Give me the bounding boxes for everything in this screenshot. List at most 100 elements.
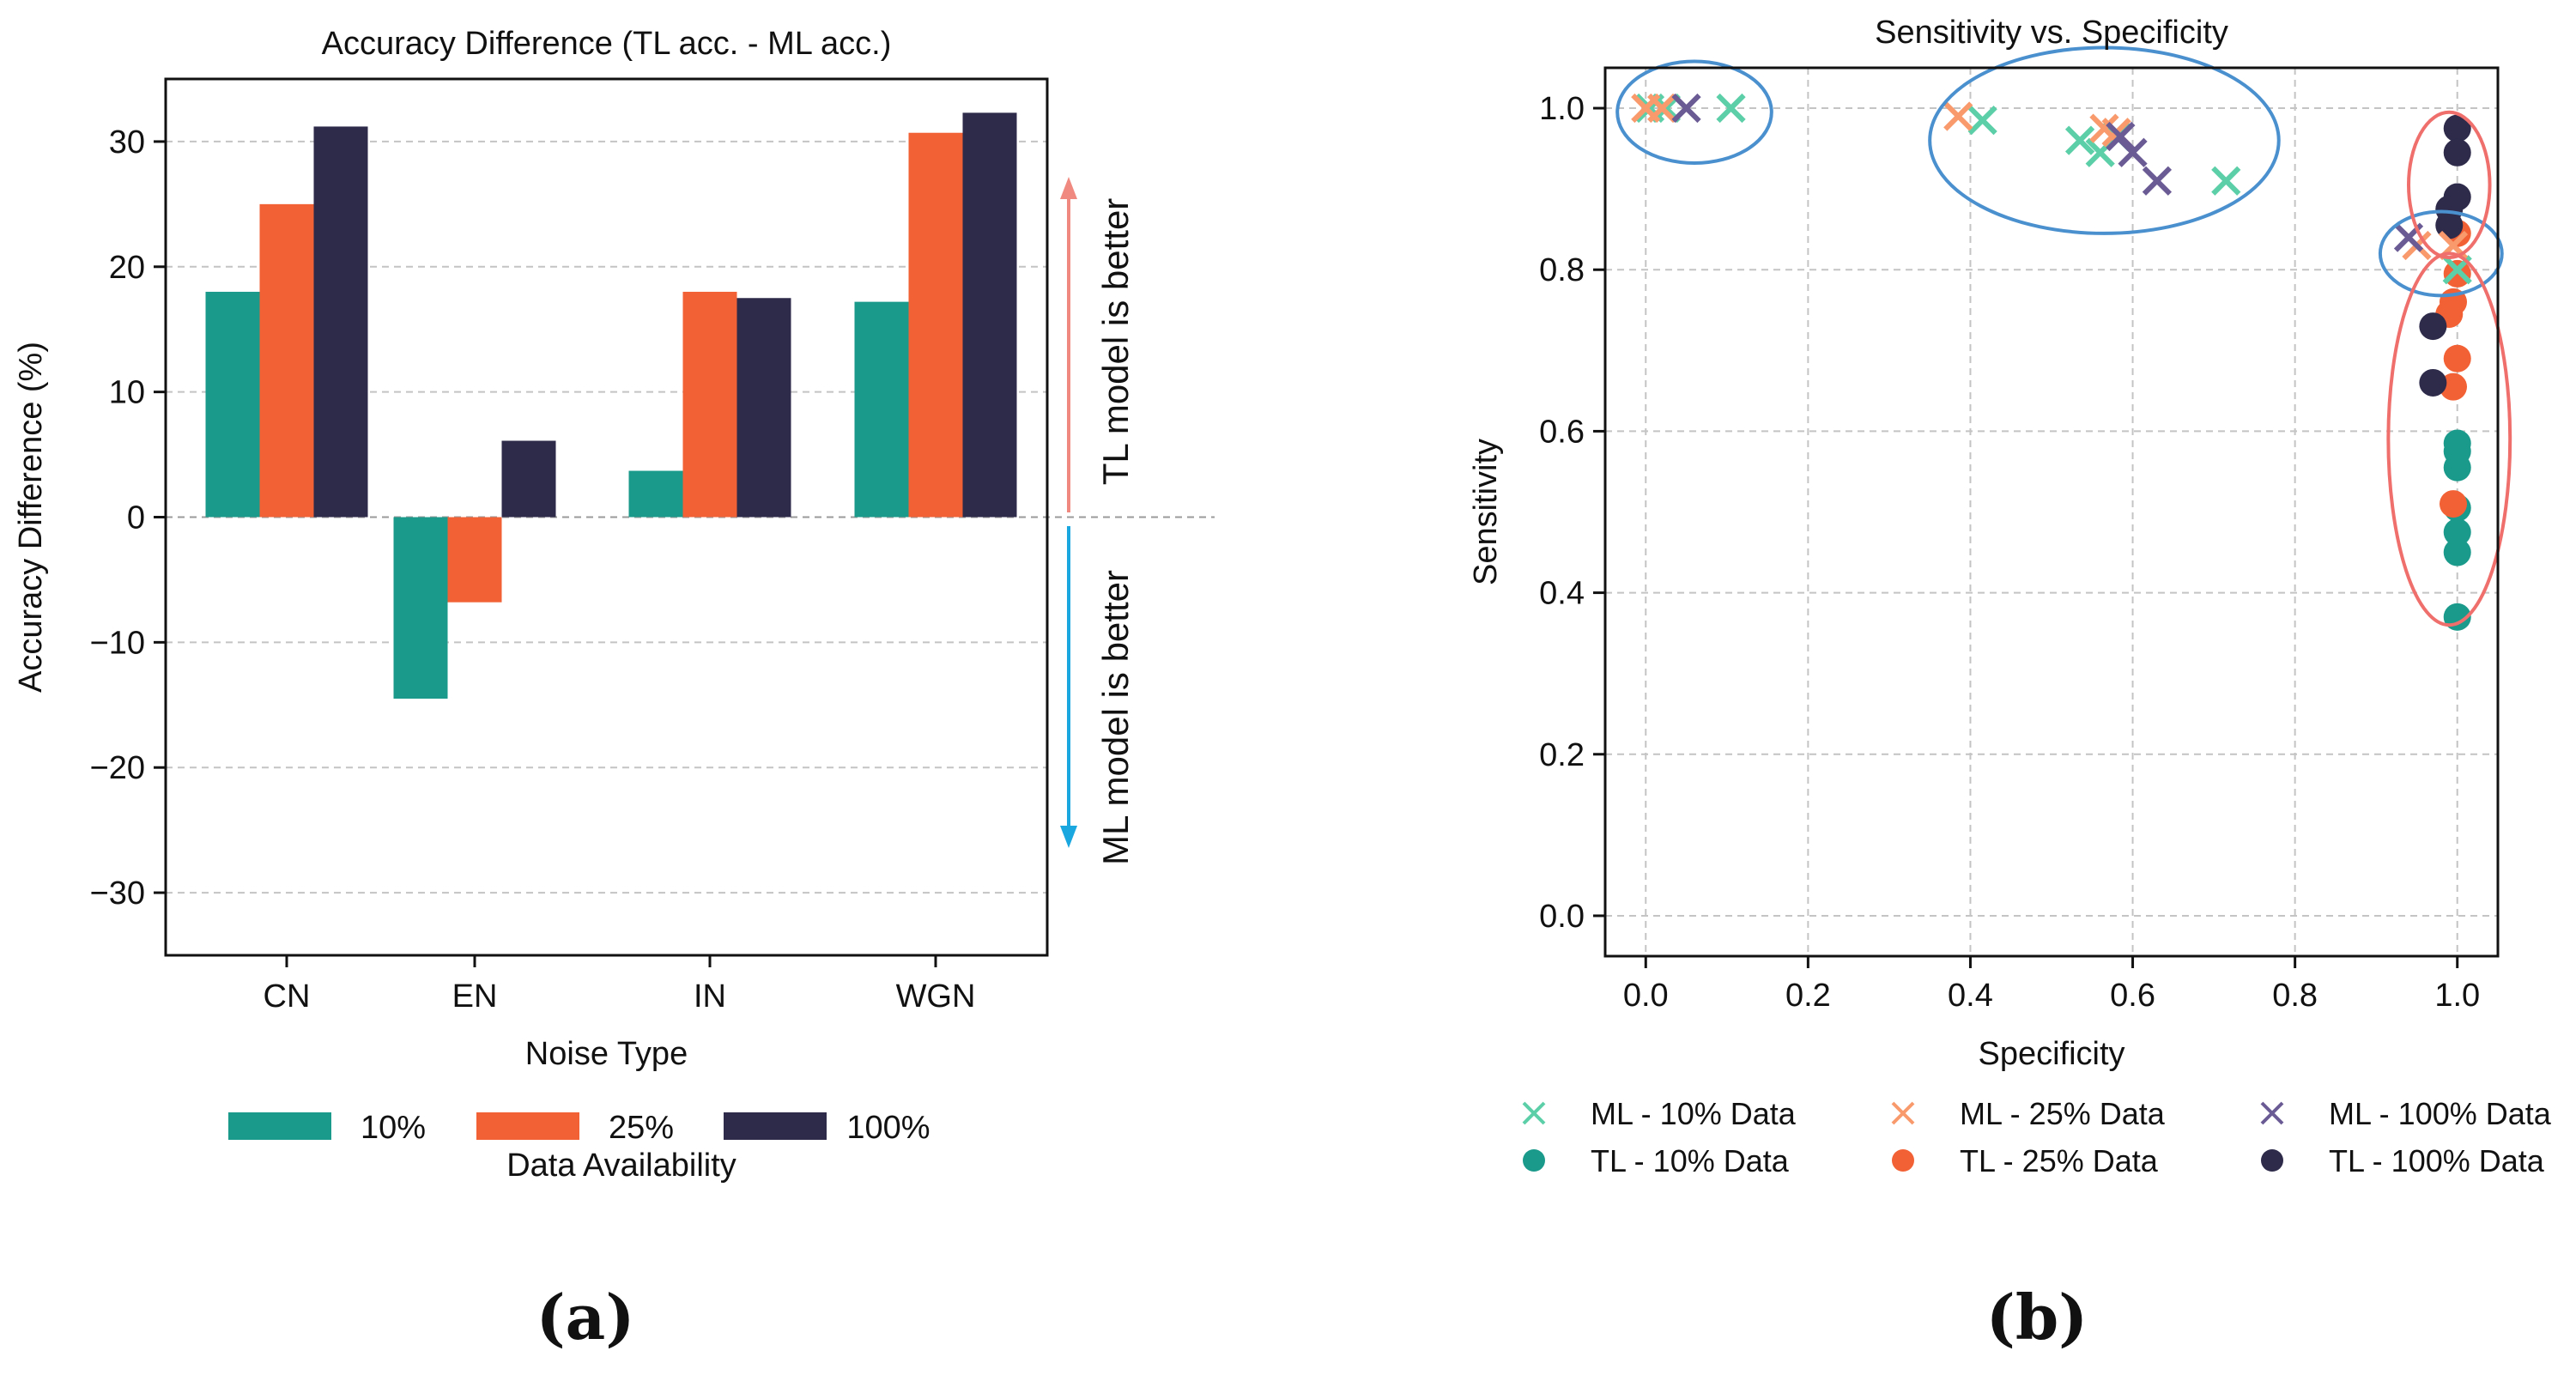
b-y-tick-label: 0.4: [1539, 576, 1585, 612]
b-x-tick-label: 0.2: [1785, 978, 1831, 1014]
tl-point: [2443, 538, 2471, 566]
tl-better-arrow-head: [1060, 177, 1077, 199]
a-x-tick-label: EN: [452, 978, 498, 1015]
bar-wgn-25pct: [908, 132, 963, 518]
a-y-tick-label: −10: [90, 625, 145, 661]
tl-group-ellipse: [2386, 251, 2512, 627]
b-legend-label: TL - 25% Data: [1960, 1143, 2159, 1178]
b-x-tick-label: 0.8: [2272, 978, 2318, 1014]
a-bars: [205, 112, 1017, 699]
bar-en-25pct: [447, 517, 502, 603]
a-y-axis-label: Accuracy Difference (%): [13, 342, 49, 693]
b-x-tick-label: 0.0: [1623, 978, 1669, 1014]
ml-point: [2118, 137, 2148, 167]
b-legend-label: ML - 100% Data: [2329, 1096, 2552, 1131]
b-x-ticks: 0.0 0.2 0.4 0.6 0.8 1.0: [1623, 956, 2480, 1014]
a-y-tick-label: 30: [109, 124, 145, 161]
tl-point: [2443, 344, 2471, 373]
caption-b: (b): [1986, 1281, 2088, 1354]
ml-point: [1943, 101, 1973, 131]
ml-point: [1671, 93, 1701, 124]
b-legend-label: TL - 10% Data: [1591, 1143, 1790, 1178]
scatter-chart-sensitivity-specificity: 0.0 0.2 0.4 0.6 0.8 1.0 0.0 0.2 0.4 0.6 0.8 1.0 Se…: [1468, 15, 2552, 1354]
ml-point: [2064, 125, 2095, 155]
a-legend-swatch: [228, 1112, 331, 1140]
tl-point: [2443, 518, 2471, 547]
b-x-tick-label: 1.0: [2434, 978, 2480, 1014]
a-y-tick-label: 0: [127, 500, 145, 536]
ml-point: [2106, 121, 2136, 152]
a-better-annotations: TL model is better ML model is better: [1060, 177, 1136, 865]
a-legend-swatch: [476, 1112, 579, 1140]
bar-in-25pct: [682, 291, 737, 518]
b-legend-label: TL - 100% Data: [2329, 1143, 2545, 1178]
b-legend-marker: [1892, 1149, 1914, 1172]
b-group-ellipses: [1615, 45, 2512, 627]
ml-group-ellipse: [1928, 45, 2281, 235]
ml-group-ellipse: [1615, 59, 1773, 166]
b-legend-marker: [2260, 1101, 2284, 1125]
b-gridlines: [1605, 68, 2498, 956]
bar-in-10pct: [628, 470, 683, 518]
bar-wgn-100pct: [962, 112, 1017, 518]
a-legend-title: Data Availability: [506, 1148, 736, 1184]
ml-point: [2142, 166, 2173, 196]
b-x-axis-label: Specificity: [1978, 1036, 2124, 1072]
tl-point: [2419, 368, 2447, 397]
b-x-tick-label: 0.6: [2110, 978, 2155, 1014]
bar-cn-25pct: [259, 203, 314, 518]
b-y-tick-label: 0.6: [1539, 414, 1585, 450]
a-x-ticks: CN EN IN WGN: [264, 955, 976, 1015]
tl-point: [2443, 138, 2471, 167]
a-legend-swatch: [724, 1112, 827, 1140]
ml-better-label: ML model is better: [1095, 570, 1136, 865]
b-y-ticks: 0.0 0.2 0.4 0.6 0.8 1.0: [1539, 91, 1605, 935]
a-legend-label: 10%: [361, 1110, 426, 1146]
a-y-tick-label: 10: [109, 375, 145, 411]
a-x-tick-label: CN: [264, 978, 311, 1015]
tl-point: [2443, 453, 2471, 482]
b-legend-marker: [1523, 1149, 1545, 1172]
tl-point: [2443, 259, 2471, 288]
a-legend: 10% 25% 100%: [228, 1110, 930, 1146]
a-chart-title: Accuracy Difference (TL acc. - ML acc.): [322, 26, 892, 62]
bar-wgn-10pct: [854, 301, 909, 518]
a-legend-label: 25%: [609, 1110, 674, 1146]
bar-cn-100pct: [313, 126, 368, 518]
b-plot-frame: [1603, 66, 2500, 958]
caption-a: (a): [536, 1281, 635, 1354]
b-x-tick-label: 0.4: [1948, 978, 1993, 1014]
b-legend-label: ML - 10% Data: [1591, 1096, 1797, 1131]
b-y-tick-label: 0.2: [1539, 737, 1585, 773]
b-y-axis-label: Sensitivity: [1468, 439, 1504, 585]
b-y-tick-label: 1.0: [1539, 91, 1585, 127]
ml-group-ellipse: [2378, 209, 2504, 298]
bar-cn-10pct: [205, 291, 260, 518]
a-y-tick-label: 20: [109, 250, 145, 286]
a-x-tick-label: WGN: [896, 978, 976, 1015]
tl-better-label: TL model is better: [1095, 198, 1136, 486]
ml-point: [2211, 166, 2241, 196]
b-legend-marker: [1891, 1101, 1915, 1125]
tl-point: [2440, 490, 2467, 518]
bar-in-100pct: [736, 298, 791, 518]
b-legend-marker: [1522, 1101, 1546, 1125]
bar-en-100pct: [501, 440, 556, 518]
b-chart-title: Sensitivity vs. Specificity: [1875, 15, 2228, 51]
bar-en-10pct: [393, 517, 448, 699]
ml-better-arrow-head: [1060, 826, 1077, 848]
tl-point: [2419, 312, 2447, 341]
ml-point: [1647, 93, 1677, 124]
a-y-tick-label: −20: [90, 750, 145, 786]
b-legend-marker: [2261, 1149, 2283, 1172]
b-legend-label: ML - 25% Data: [1960, 1096, 2166, 1131]
b-y-tick-label: 0.8: [1539, 252, 1585, 288]
a-x-tick-label: IN: [694, 978, 726, 1015]
ml-point: [1967, 106, 1997, 136]
b-legend: ML - 10% Data ML - 25% Data ML - 100% Data…: [1522, 1096, 2552, 1178]
tl-point: [2443, 114, 2471, 142]
ml-point: [1716, 93, 1746, 124]
b-points: [1631, 93, 2472, 631]
a-y-ticks: 30 20 10 0 −10 −20 −30: [90, 124, 166, 912]
